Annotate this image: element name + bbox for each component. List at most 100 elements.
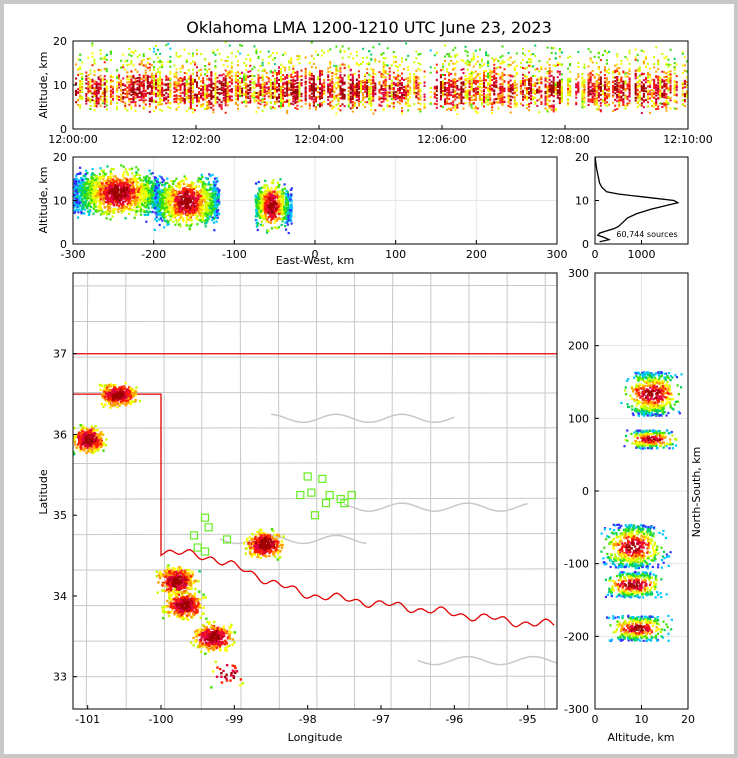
altitude-time-source xyxy=(193,96,196,99)
altitude-time-source xyxy=(261,86,264,89)
altitude-time-source xyxy=(591,61,594,64)
altitude-time-source xyxy=(403,94,406,97)
altitude-time-source xyxy=(554,64,557,67)
altitude-time-source xyxy=(474,110,477,113)
altitude-time-source xyxy=(357,86,360,89)
altitude-time-source xyxy=(245,82,248,85)
altitude-time-source xyxy=(327,74,330,77)
altitude-time-source xyxy=(210,90,213,93)
altitude-time-source xyxy=(415,84,418,87)
altitude-time-source xyxy=(191,52,194,55)
altitude-time-source xyxy=(308,94,311,97)
altitude-time-source xyxy=(384,82,387,85)
altitude-time-source xyxy=(462,102,465,105)
altitude-time-source xyxy=(99,104,102,107)
altitude-time-source xyxy=(601,92,604,95)
altitude-time-source xyxy=(269,101,272,104)
altitude-time-source xyxy=(474,94,477,97)
altitude-time-source xyxy=(282,101,285,104)
altitude-time-source xyxy=(294,99,297,102)
altitude-time-source xyxy=(569,87,572,90)
altitude-time-source xyxy=(271,51,274,54)
altitude-time-source xyxy=(327,91,330,94)
altitude-time-source xyxy=(624,82,627,85)
altitude-time-source xyxy=(181,99,184,102)
altitude-time-source xyxy=(593,92,596,95)
altitude-time-source xyxy=(89,83,92,86)
altitude-time-source xyxy=(234,71,237,74)
altitude-time-source xyxy=(134,104,137,107)
altitude-time-source xyxy=(118,74,121,77)
altitude-time-source xyxy=(300,75,303,78)
altitude-time-source xyxy=(499,96,502,99)
altitude-time-source xyxy=(636,95,639,98)
altitude-time-source xyxy=(75,91,78,94)
altitude-time-source xyxy=(454,109,457,112)
altitude-time-source xyxy=(398,99,401,102)
altitude-time-source xyxy=(280,106,283,109)
altitude-time-source xyxy=(132,88,135,91)
altitude-time-source xyxy=(622,91,625,94)
altitude-time-source xyxy=(478,73,481,76)
altitude-time-source xyxy=(567,102,570,105)
altitude-time-source xyxy=(259,103,262,106)
altitude-time-source xyxy=(374,84,377,87)
altitude-time-source xyxy=(599,104,602,107)
altitude-time-source xyxy=(148,97,151,100)
altitude-time-source xyxy=(263,104,266,107)
altitude-time-source xyxy=(483,97,485,100)
altitude-time-source xyxy=(261,76,264,79)
altitude-time-source xyxy=(597,96,600,99)
altitude-time-source xyxy=(296,55,299,58)
altitude-time-source xyxy=(581,82,584,85)
altitude-time-source xyxy=(155,88,157,91)
altitude-time-source xyxy=(159,77,162,80)
altitude-time-source xyxy=(569,55,572,58)
altitude-time-source xyxy=(269,85,272,88)
altitude-time-source xyxy=(230,91,233,94)
altitude-time-source xyxy=(558,86,561,89)
altitude-time-source xyxy=(286,111,289,114)
altitude-time-source xyxy=(157,78,160,81)
altitude-time-source xyxy=(159,61,162,64)
altitude-time-source xyxy=(524,97,526,100)
altitude-time-source xyxy=(271,85,274,88)
altitude-time-source xyxy=(530,82,533,85)
altitude-time-source xyxy=(489,90,492,93)
altitude-time-source xyxy=(515,64,518,67)
altitude-time-source xyxy=(476,111,479,114)
altitude-time-source xyxy=(558,83,561,86)
altitude-time-source xyxy=(216,86,219,89)
altitude-time-source xyxy=(491,57,494,60)
altitude-time-source xyxy=(146,81,149,84)
altitude-time-source xyxy=(454,92,457,95)
altitude-time-source xyxy=(310,92,313,95)
altitude-time-source xyxy=(200,96,203,99)
altitude-time-source xyxy=(626,95,629,98)
altitude-time-source xyxy=(237,71,239,74)
altitude-time-source xyxy=(294,88,297,91)
altitude-time-source xyxy=(226,65,229,68)
altitude-time-source xyxy=(196,52,198,55)
altitude-time-source xyxy=(105,81,108,84)
altitude-time-source xyxy=(628,62,631,65)
altitude-time-source xyxy=(472,88,475,91)
altitude-time-source xyxy=(312,79,315,82)
altitude-time-source xyxy=(93,93,96,96)
altitude-time-source xyxy=(331,96,334,99)
altitude-time-source xyxy=(644,65,647,68)
altitude-time-source xyxy=(173,87,176,90)
altitude-time-source xyxy=(409,81,412,84)
altitude-time-source xyxy=(185,80,188,83)
altitude-time-source xyxy=(653,105,656,108)
altitude-time-source xyxy=(314,66,317,69)
altitude-time-source xyxy=(343,82,346,85)
altitude-time-source xyxy=(355,63,358,66)
altitude-time-source xyxy=(224,82,227,85)
altitude-time-source xyxy=(390,91,393,94)
altitude-time-source xyxy=(382,63,385,66)
altitude-time-source xyxy=(204,68,207,71)
altitude-time-source xyxy=(343,105,346,108)
altitude-time-source xyxy=(292,92,295,95)
altitude-time-source xyxy=(337,84,340,87)
